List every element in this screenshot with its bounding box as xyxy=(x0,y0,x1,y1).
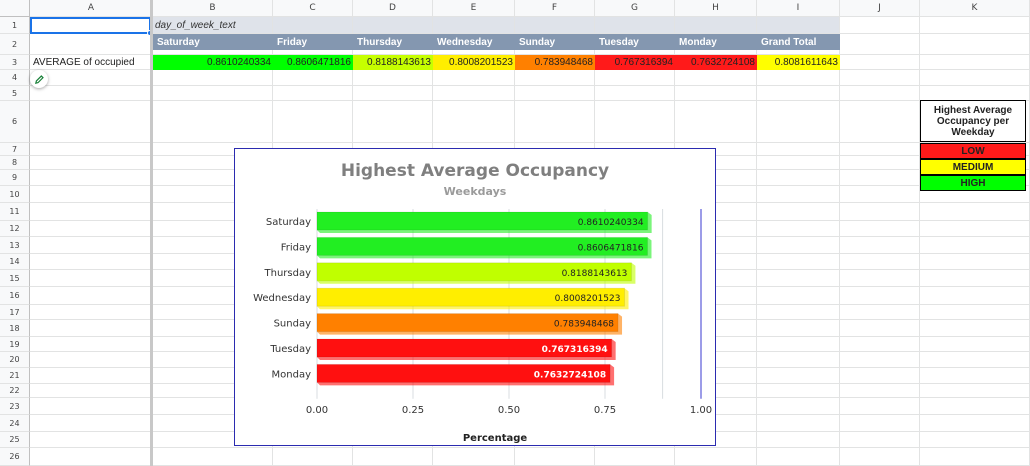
row-header-1[interactable]: 1 xyxy=(0,17,30,34)
y-tick-label-tuesday: Tuesday xyxy=(269,344,311,355)
y-tick-label-thursday: Thursday xyxy=(264,268,312,279)
data-label-friday: 0.8606471816 xyxy=(578,243,644,253)
row-header-4[interactable]: 4 xyxy=(0,70,30,86)
row-header-2[interactable]: 2 xyxy=(0,34,30,55)
row-header-16[interactable]: 16 xyxy=(0,287,30,305)
x-tick-label: 1.00 xyxy=(690,405,712,416)
data-label-sunday: 0.783948468 xyxy=(554,320,614,330)
y-tick-label-wednesday: Wednesday xyxy=(253,293,311,304)
chart-plot: Saturday 0.8610240334 Friday 0.8606471816 Th… xyxy=(253,209,712,444)
y-tick-label-saturday: Saturday xyxy=(266,217,311,228)
row-header-21[interactable]: 21 xyxy=(0,368,30,384)
row-header-26[interactable]: 26 xyxy=(0,448,30,466)
row-header-17[interactable]: 17 xyxy=(0,305,30,320)
x-axis-label: Percentage xyxy=(463,433,528,444)
pivot-value-wednesday[interactable]: 0.8008201523 xyxy=(433,55,515,70)
y-tick-label-sunday: Sunday xyxy=(274,319,311,330)
data-label-monday: 0.7632724108 xyxy=(534,370,606,380)
bar-thursday xyxy=(316,262,632,282)
pivot-header-thursday[interactable]: Thursday xyxy=(353,34,433,50)
pivot-edit-button[interactable] xyxy=(30,70,48,88)
pivot-header-grand-total[interactable]: Grand Total xyxy=(757,34,840,50)
pivot-header-monday[interactable]: Monday xyxy=(675,34,757,50)
column-header-g[interactable]: G xyxy=(595,0,675,17)
chart-subtitle: Weekdays xyxy=(443,185,507,198)
legend-title: Highest Average Occupancy per Weekday xyxy=(920,100,1026,142)
row-header-8[interactable]: 8 xyxy=(0,156,30,170)
pivot-header-wednesday[interactable]: Wednesday xyxy=(433,34,515,50)
bar-tuesday xyxy=(316,338,613,358)
pivot-value-friday[interactable]: 0.8606471816 xyxy=(273,55,353,70)
frozen-column-divider[interactable] xyxy=(150,0,153,466)
pivot-row-label[interactable]: AVERAGE of occupied xyxy=(33,57,135,68)
bar-sunday xyxy=(316,313,619,333)
pivot-value-tuesday[interactable]: 0.767316394 xyxy=(595,55,675,70)
row-header-14[interactable]: 14 xyxy=(0,254,30,270)
data-label-saturday: 0.8610240334 xyxy=(578,218,644,228)
legend-item-high: HIGH xyxy=(920,175,1026,191)
y-tick-label-friday: Friday xyxy=(281,242,311,253)
row-header-15[interactable]: 15 xyxy=(0,270,30,287)
pivot-value-thursday[interactable]: 0.8188143613 xyxy=(353,55,433,70)
legend-item-low: LOW xyxy=(920,143,1026,159)
data-label-tuesday: 0.767316394 xyxy=(542,345,608,355)
column-header-c[interactable]: C xyxy=(273,0,353,17)
pivot-header-sunday[interactable]: Sunday xyxy=(515,34,595,50)
pivot-value-sunday[interactable]: 0.783948468 xyxy=(515,55,595,70)
row-header-12[interactable]: 12 xyxy=(0,221,30,237)
pivot-value-grand-total[interactable]: 0.8081611643 xyxy=(757,55,840,70)
column-header-e[interactable]: E xyxy=(433,0,515,17)
row-header-18[interactable]: 18 xyxy=(0,320,30,337)
row-header-7[interactable]: 7 xyxy=(0,143,30,156)
pencil-icon xyxy=(34,74,44,84)
legend-item-medium: MEDIUM xyxy=(920,159,1026,175)
x-tick-label: 0.00 xyxy=(306,405,328,416)
x-tick-label: 0.25 xyxy=(402,405,424,416)
column-header-a[interactable]: A xyxy=(30,0,153,17)
row-header-6[interactable]: 6 xyxy=(0,101,30,143)
row-header-9[interactable]: 9 xyxy=(0,170,30,186)
x-tick-label: 0.50 xyxy=(498,405,520,416)
row-header-3[interactable]: 3 xyxy=(0,55,30,70)
column-header-b[interactable]: B xyxy=(153,0,273,17)
bar-chart[interactable]: Highest Average Occupancy Weekdays Satur… xyxy=(234,148,716,446)
bar-wednesday xyxy=(316,287,626,307)
row-header-10[interactable]: 10 xyxy=(0,186,30,203)
bar-friday xyxy=(316,236,648,256)
data-label-thursday: 0.8188143613 xyxy=(562,269,628,279)
x-tick-label: 0.75 xyxy=(594,405,616,416)
bar-monday xyxy=(316,363,611,383)
active-cell-a1[interactable] xyxy=(30,17,151,34)
bar-saturday xyxy=(316,211,649,231)
column-header-i[interactable]: I xyxy=(757,0,840,17)
pivot-column-field[interactable]: day_of_week_text xyxy=(155,20,236,31)
row-header-13[interactable]: 13 xyxy=(0,237,30,254)
column-header-h[interactable]: H xyxy=(675,0,757,17)
row-header-25[interactable]: 25 xyxy=(0,432,30,448)
pivot-header-tuesday[interactable]: Tuesday xyxy=(595,34,675,50)
row-header-19[interactable]: 19 xyxy=(0,337,30,352)
row-header-23[interactable]: 23 xyxy=(0,398,30,415)
pivot-header-friday[interactable]: Friday xyxy=(273,34,353,50)
y-tick-label-monday: Monday xyxy=(272,369,312,380)
row-header-5[interactable]: 5 xyxy=(0,86,30,101)
select-all-corner[interactable] xyxy=(0,0,30,17)
column-header-j[interactable]: J xyxy=(840,0,920,17)
row-header-20[interactable]: 20 xyxy=(0,352,30,368)
pivot-header-saturday[interactable]: Saturday xyxy=(153,34,273,50)
column-header-f[interactable]: F xyxy=(515,0,595,17)
column-header-k[interactable]: K xyxy=(920,0,1030,17)
chart-title: Highest Average Occupancy xyxy=(340,161,610,181)
pivot-value-monday[interactable]: 0.7632724108 xyxy=(675,55,757,70)
data-label-wednesday: 0.8008201523 xyxy=(555,294,621,304)
row-header-22[interactable]: 22 xyxy=(0,384,30,398)
pivot-value-saturday[interactable]: 0.8610240334 xyxy=(153,55,273,70)
row-header-24[interactable]: 24 xyxy=(0,415,30,432)
column-header-d[interactable]: D xyxy=(353,0,433,17)
row-header-11[interactable]: 11 xyxy=(0,203,30,221)
